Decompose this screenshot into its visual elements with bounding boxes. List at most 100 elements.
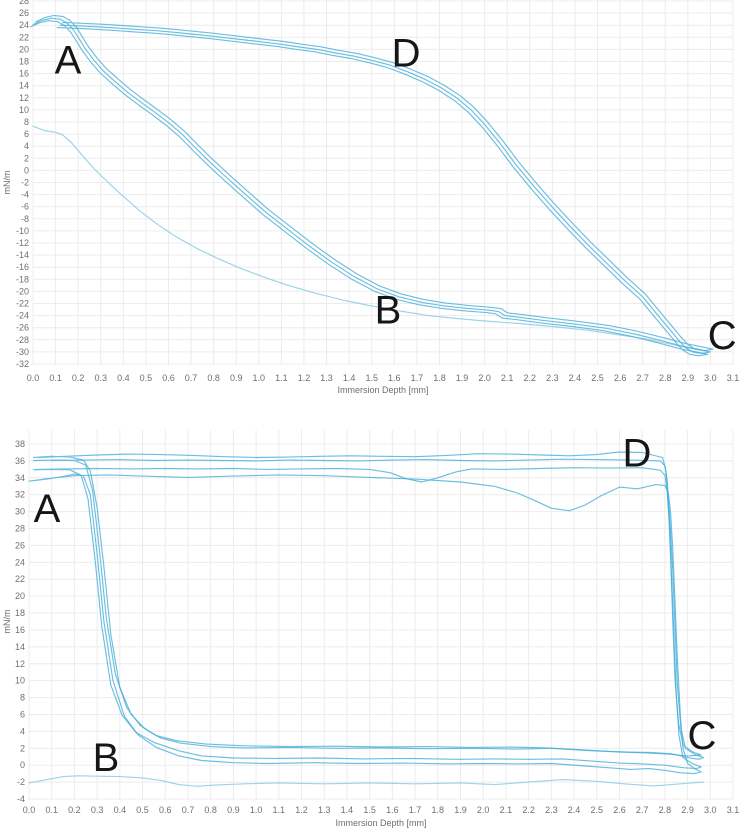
y-tick-label: 32 [15, 490, 25, 500]
x-axis-title: Immersion Depth [mm] [335, 818, 426, 828]
x-tick-label: 2.9 [681, 805, 694, 815]
x-tick-label: 3.0 [704, 373, 717, 383]
x-tick-label: 2.8 [659, 373, 672, 383]
y-tick-label: 12 [15, 659, 25, 669]
y-tick-label: 26 [15, 540, 25, 550]
y-tick-label: 26 [19, 8, 29, 18]
x-tick-label: 0.2 [68, 805, 81, 815]
y-tick-label: -20 [16, 286, 29, 296]
y-tick-label: -16 [16, 262, 29, 272]
x-tick-label: 1.3 [318, 805, 331, 815]
y-tick-label: 0 [24, 165, 29, 175]
y-tick-label: 0 [20, 760, 25, 770]
x-tick-label: 2.2 [522, 805, 535, 815]
x-axis: 0.0 0.1 0.2 0.3 0.4 0.5 0.6 0.7 0.8 0.9 1.0 1.1 1.2 1… [23, 805, 740, 815]
x-tick-label: 0.5 [136, 805, 149, 815]
y-tick-label: -18 [16, 274, 29, 284]
x-tick-label: 2.7 [636, 373, 649, 383]
y-tick-label: 8 [20, 693, 25, 703]
y-tick-label: -2 [17, 777, 25, 787]
x-tick-label: 2.3 [546, 373, 559, 383]
x-tick-label: 0.1 [45, 805, 58, 815]
y-tick-label: 18 [15, 608, 25, 618]
x-tick-label: 2.2 [524, 373, 537, 383]
annotation-A: A [34, 487, 61, 531]
x-axis: 0.0 0.1 0.2 0.3 0.4 0.5 0.6 0.7 0.8 0.9 1.0 1.1 1.2 1… [27, 373, 740, 383]
annotation-B: B [93, 736, 120, 780]
y-tick-label: -30 [16, 347, 29, 357]
x-tick-label: 2.7 [636, 805, 649, 815]
x-tick-label: 1.5 [363, 805, 376, 815]
x-tick-label: 1.9 [454, 805, 467, 815]
x-tick-label: 2.1 [501, 373, 514, 383]
x-tick-label: 0.1 [49, 373, 62, 383]
y-tick-label: 12 [19, 93, 29, 103]
x-tick-label: 0.8 [207, 373, 220, 383]
grid [28, 430, 734, 800]
x-tick-label: 0.6 [159, 805, 172, 815]
y-tick-label: 34 [15, 473, 25, 483]
y-tick-label: -10 [16, 226, 29, 236]
y-tick-label: -28 [16, 335, 29, 345]
y-tick-label: 20 [19, 44, 29, 54]
grid [32, 0, 734, 365]
y-tick-label: -12 [16, 238, 29, 248]
annotation-D: D [622, 431, 651, 475]
x-tick-label: 2.0 [477, 805, 490, 815]
x-tick-label: 1.8 [433, 373, 446, 383]
x-tick-label: 2.0 [478, 373, 491, 383]
x-tick-label: 0.9 [230, 373, 243, 383]
y-tick-label: 8 [24, 117, 29, 127]
y-axis-title: mN/m [2, 171, 12, 195]
series-line-cycle-3 [29, 20, 709, 357]
y-tick-label: 28 [15, 524, 25, 534]
series-line-cycle-2 [32, 458, 705, 760]
y-tick-label: -2 [21, 178, 29, 188]
series-line-cycle-2 [35, 14, 714, 352]
y-tick-label: 24 [19, 20, 29, 30]
x-tick-label: 1.3 [320, 373, 333, 383]
y-tick-label: 2 [24, 153, 29, 163]
x-tick-label: 3.0 [704, 805, 717, 815]
x-tick-label: 0.7 [182, 805, 195, 815]
y-tick-label: -6 [21, 202, 29, 212]
annotation-C: C [687, 714, 716, 758]
annotation-C: C [708, 314, 737, 358]
x-tick-label: 0.8 [204, 805, 217, 815]
x-tick-label: 2.5 [590, 805, 603, 815]
y-tick-label: 30 [15, 507, 25, 517]
x-tick-label: 1.2 [295, 805, 308, 815]
x-tick-label: 2.9 [682, 373, 695, 383]
x-tick-label: 1.6 [386, 805, 399, 815]
y-tick-label: 24 [15, 557, 25, 567]
y-tick-label: 20 [15, 591, 25, 601]
x-tick-label: 2.6 [613, 805, 626, 815]
y-axis-title: mN/m [2, 610, 12, 634]
x-tick-label: 1.0 [250, 805, 263, 815]
x-tick-label: 2.8 [659, 805, 672, 815]
y-tick-label: 16 [19, 69, 29, 79]
y-tick-label: 22 [15, 574, 25, 584]
x-tick-label: 0.0 [27, 373, 40, 383]
x-tick-label: 2.4 [568, 805, 581, 815]
x-tick-label: 2.3 [545, 805, 558, 815]
x-tick-label: 2.4 [569, 373, 582, 383]
y-tick-label: -8 [21, 214, 29, 224]
x-tick-label: 0.6 [162, 373, 175, 383]
x-tick-label: 0.2 [72, 373, 85, 383]
x-tick-label: 3.1 [727, 805, 740, 815]
series-line-cycle-1 [32, 451, 702, 757]
x-tick-label: 0.7 [185, 373, 198, 383]
y-tick-label: -4 [21, 190, 29, 200]
x-tick-label: 1.9 [456, 373, 469, 383]
y-tick-label: 6 [24, 129, 29, 139]
x-tick-label: 0.3 [91, 805, 104, 815]
y-tick-label: 4 [20, 726, 25, 736]
x-tick-label: 1.5 [365, 373, 378, 383]
series-line-cycle-4 [28, 473, 702, 775]
annotation-D: D [392, 31, 421, 75]
y-tick-label: 18 [19, 57, 29, 67]
top-chart: 0.0 0.1 0.2 0.3 0.4 0.5 0.6 0.7 0.8 0.9 1.0 1.1 1.2 1… [2, 0, 739, 395]
bottom-chart: 0.0 0.1 0.2 0.3 0.4 0.5 0.6 0.7 0.8 0.9 1.0 1.1 1.2 1… [2, 430, 739, 828]
